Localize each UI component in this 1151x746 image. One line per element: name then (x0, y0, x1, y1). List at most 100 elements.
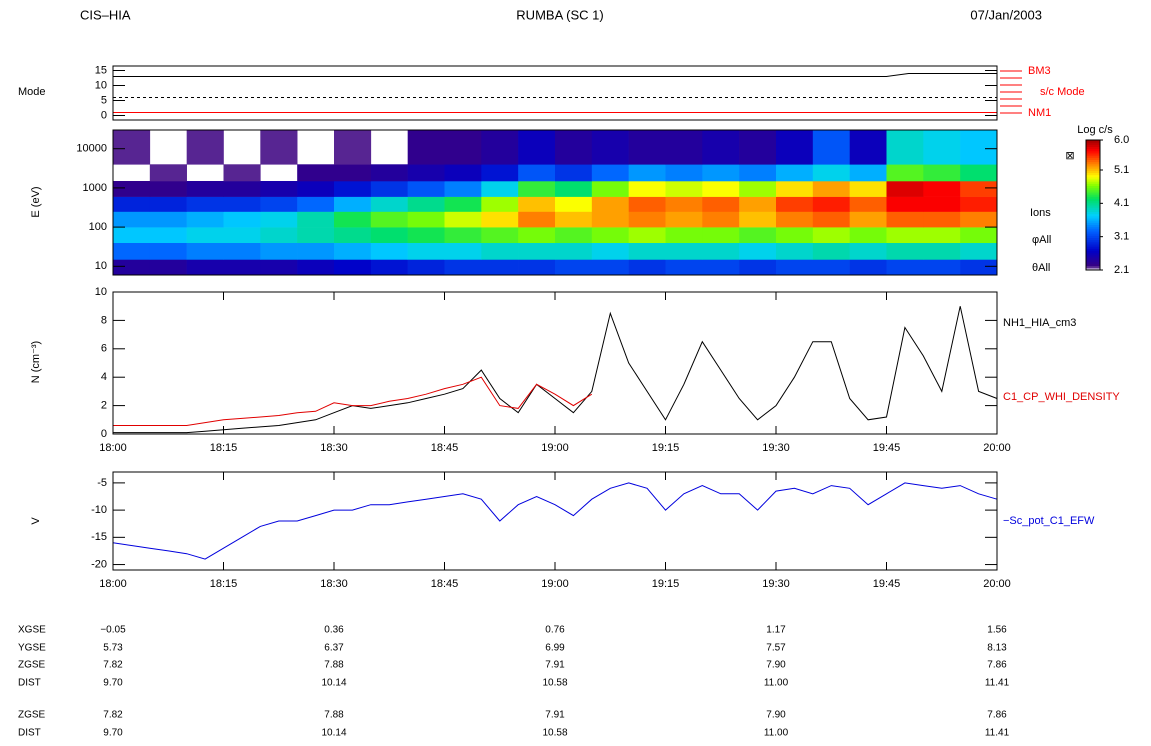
spectrogram-cell (407, 211, 445, 228)
colorbar-step (1086, 174, 1100, 178)
colorbar-step (1086, 172, 1100, 176)
y-tick-label: 8 (101, 314, 107, 326)
y-axis-label: V (30, 517, 42, 525)
spectrogram-cell (334, 196, 372, 212)
ephemeris-value: 10.14 (321, 728, 346, 739)
spectrogram-cell (665, 227, 703, 244)
colorbar-step (1086, 205, 1100, 208)
spectrogram-cell (518, 130, 556, 165)
colorbar-step (1086, 202, 1100, 206)
colorbar-step (1086, 189, 1100, 193)
colorbar-step (1086, 144, 1100, 147)
spectrogram-cell (334, 227, 372, 244)
ephemeris-value: −0.05 (100, 625, 126, 636)
x-tick-label: 19:00 (541, 442, 569, 454)
colorbar-step (1086, 185, 1100, 189)
y-axis-label: E (eV) (30, 186, 42, 217)
spectrogram-cell (186, 196, 224, 212)
header-left: CIS–HIA (80, 7, 131, 22)
colorbar-step (1086, 215, 1100, 219)
spectrogram-cell (260, 259, 298, 276)
spectrogram-cell (407, 259, 445, 276)
spectrogram-cell (886, 227, 924, 244)
spectrogram-cell (923, 181, 961, 197)
series-name: C1_CP_WHI_DENSITY (1003, 391, 1120, 403)
ephemeris-value: 7.82 (103, 660, 123, 671)
spectrogram-cell (628, 227, 666, 244)
spectrogram-cell (702, 211, 740, 228)
colorbar-step (1086, 222, 1100, 225)
spectrogram-cell (886, 196, 924, 212)
colorbar-step (1086, 257, 1100, 260)
spectrogram-cell (297, 196, 335, 212)
spectrogram-cell (334, 259, 372, 276)
x-tick-label: 18:00 (99, 578, 127, 590)
spectrogram-cell (260, 130, 298, 165)
ephemeris-label: DIST (18, 728, 41, 739)
ephemeris-value: 7.90 (766, 660, 786, 671)
spectrogram-cell (812, 181, 850, 197)
spectrogram-cell (444, 242, 482, 260)
spectrogram-cell (113, 259, 151, 276)
plot-frame (112, 291, 998, 435)
colorbar-step (1086, 259, 1100, 262)
colorbar-tick-label: 2.1 (1114, 264, 1129, 276)
colorbar-step (1086, 213, 1100, 217)
ephemeris-value: 1.17 (766, 625, 786, 636)
spectrogram-cell (297, 164, 335, 182)
y-tick-label: 100 (89, 221, 107, 233)
ephemeris-value: 6.99 (545, 643, 565, 654)
spectrogram-cell (923, 211, 961, 228)
ephemeris-value: 10.58 (542, 728, 567, 739)
spectrogram-cell (591, 227, 629, 244)
spectrogram-cell (370, 196, 408, 212)
spectrogram-cell (776, 259, 814, 276)
spectrogram-cell (149, 196, 187, 212)
y-axis-label: Mode (18, 86, 46, 98)
spectrogram-cell (960, 196, 998, 212)
spectrogram-cell (812, 211, 850, 228)
spectrogram-cell (149, 227, 187, 244)
spectrogram-cell (444, 227, 482, 244)
colorbar-step (1086, 263, 1100, 267)
spectrogram-cell (923, 164, 961, 182)
spectrogram-cell (702, 164, 740, 182)
spectrogram-cell (370, 181, 408, 197)
spectrogram-cell (223, 164, 261, 182)
spectrogram-cell (407, 181, 445, 197)
spectrogram-cell (186, 181, 224, 197)
ephemeris-value: 7.86 (987, 710, 1007, 721)
spectrogram-cell (591, 130, 629, 165)
spectrogram-cell (260, 211, 298, 228)
ephemeris-label: ZGSE (18, 710, 46, 721)
colorbar-step (1086, 248, 1100, 251)
spectrogram-cell (886, 211, 924, 228)
spectrogram-cell (960, 227, 998, 244)
spectrogram-cell (334, 164, 372, 182)
ephemeris-value: 0.76 (545, 625, 565, 636)
ephemeris-value: 5.73 (103, 643, 123, 654)
spectrogram-cell (591, 196, 629, 212)
spectrogram-cell (776, 164, 814, 182)
spectrogram-cell (149, 211, 187, 228)
colorbar-step (1086, 224, 1100, 228)
ephemeris-value: 0.36 (324, 625, 344, 636)
spectrogram-cell (334, 181, 372, 197)
colorbar-tick-label: 5.1 (1114, 164, 1129, 176)
spectrogram-cell (407, 164, 445, 182)
spectrogram-cell (776, 181, 814, 197)
spectrogram-cell (297, 242, 335, 260)
colorbar-step (1086, 233, 1100, 236)
y-tick-label: 5 (101, 94, 107, 106)
spectrogram-cell (223, 181, 261, 197)
colorbar-step (1086, 246, 1100, 249)
y-tick-label: -15 (91, 531, 107, 543)
spectrogram-cell (702, 181, 740, 197)
spectrogram-cell (739, 211, 777, 228)
colorbar-step (1086, 192, 1100, 195)
spectrogram-cell (186, 211, 224, 228)
spectrogram-cell (555, 164, 593, 182)
spectrogram-cell (481, 211, 519, 228)
y-tick-label: -10 (91, 504, 107, 516)
y-tick-label: 4 (101, 371, 107, 383)
